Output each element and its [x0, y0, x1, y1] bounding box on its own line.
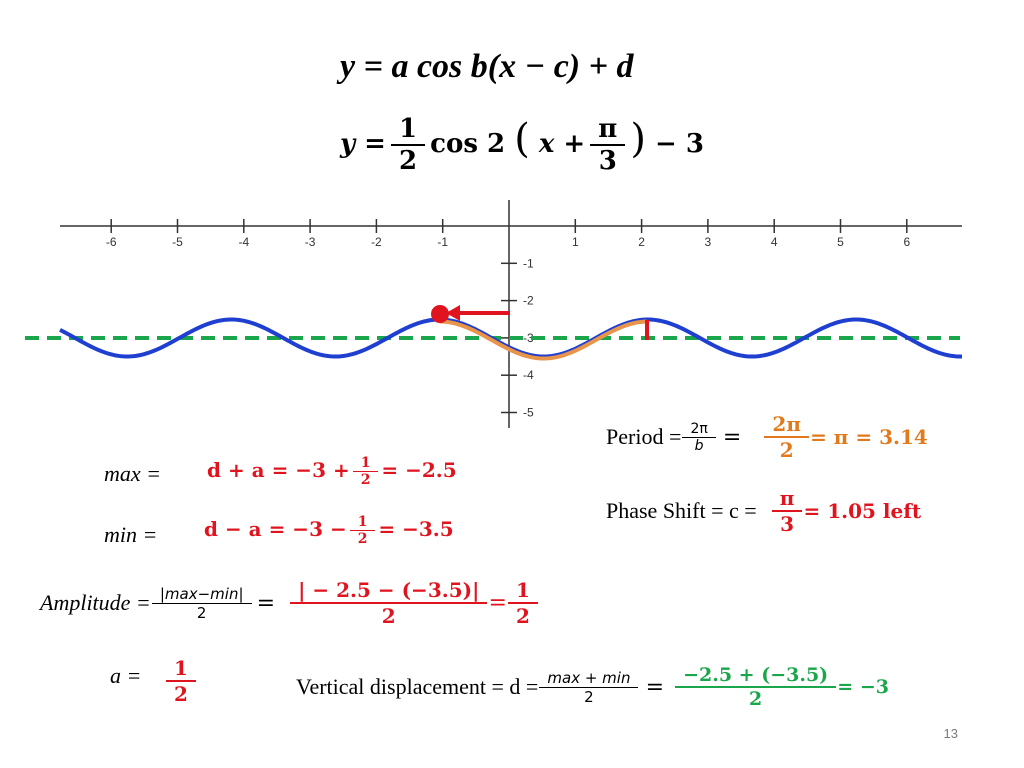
max-rhs: = −2.5 — [381, 458, 457, 482]
frac-num: | − 2.5 − (−3.5)| — [298, 578, 480, 602]
a-label: a = — [110, 663, 142, 688]
max-lhs: d + a = −3 + — [207, 458, 350, 482]
period-eq: = — [722, 424, 742, 450]
max-expression: d + a = −3 + 1 2 = −2.5 — [207, 455, 457, 488]
y-tick-label: -5 — [523, 406, 534, 420]
x-tick-label: -6 — [106, 235, 117, 249]
max-label: max = — [104, 461, 161, 486]
period-value: 2π 2 — [764, 412, 809, 462]
period-row: Period = 2π b = 2π 2 = π = 3.14 — [606, 412, 928, 462]
amplitude-result: 1 2 — [507, 578, 538, 628]
x-tick-label: 5 — [837, 235, 844, 249]
frac-den: 2 — [539, 686, 639, 706]
vertical-result: = −3 — [837, 676, 889, 698]
frac-den: 2 — [675, 686, 837, 710]
frac-num: π — [779, 486, 795, 510]
frac-num: 1 — [360, 455, 371, 471]
vertical-label: Vertical displacement = d = — [296, 674, 539, 699]
x-tick-label: 1 — [572, 235, 579, 249]
amplitude-row: Amplitude = |max−min| 2 = | − 2.5 − (−3.… — [40, 578, 538, 628]
frac-num: π — [598, 114, 618, 144]
vertical-eq: = — [645, 674, 664, 700]
start-point — [431, 305, 449, 323]
phase-shift-row: Phase Shift = c = π 3 = 1.05 left — [606, 486, 921, 536]
min-expression: d − a = −3 − 1 2 = −3.5 — [204, 514, 454, 547]
x-tick-label: -4 — [238, 235, 249, 249]
frac-den: 2 — [151, 602, 252, 622]
y-tick-label: -1 — [523, 256, 534, 270]
formula-lhs: y = — [340, 129, 386, 159]
vertical-displacement-row: Vertical displacement = d = max + min 2 … — [296, 664, 889, 710]
amplitude-fraction: 1 2 — [391, 114, 426, 176]
formula-x-plus: x + — [538, 129, 586, 159]
amplitude-formula: |max−min| 2 — [151, 584, 252, 622]
frac-den: 2 — [290, 602, 488, 628]
formula-tail: − 3 — [655, 129, 704, 159]
period-formula: 2π b — [682, 420, 716, 454]
frac-num: |max−min| — [159, 584, 244, 603]
amplitude-value: | − 2.5 − (−3.5)| 2 — [290, 578, 488, 628]
frac-den: 2 — [507, 602, 538, 628]
x-tick-label: -3 — [305, 235, 316, 249]
frac-num: 2π — [772, 412, 801, 436]
vertical-value: −2.5 + (−3.5) 2 — [675, 664, 837, 710]
frac-num: 1 — [174, 656, 188, 680]
max-fraction: 1 2 — [352, 455, 379, 488]
paren-open: ( — [514, 116, 530, 162]
vertical-formula: max + min 2 — [539, 668, 639, 706]
phase-shift-result: = 1.05 left — [803, 499, 922, 523]
frac-den: 3 — [771, 510, 803, 536]
x-tick-label: 4 — [771, 235, 778, 249]
a-value: 1 2 — [166, 656, 196, 706]
x-tick-label: -5 — [172, 235, 183, 249]
frac-num: 1 — [399, 114, 418, 144]
y-tick-label: -2 — [523, 294, 534, 308]
cosine-graph: -6 -5 -4 -3 -2 -1 1 2 3 4 5 6 -1 -2 -3 -4 -5 — [25, 200, 963, 428]
shift-fraction: π 3 — [590, 114, 626, 176]
paren-close: ) — [630, 116, 646, 162]
frac-den: 2 — [352, 471, 379, 488]
x-tick-label: 3 — [705, 235, 712, 249]
y-tick-label: -4 — [523, 368, 534, 382]
one-period-highlight — [439, 319, 647, 361]
min-rhs: = −3.5 — [378, 517, 454, 541]
frac-den: 3 — [590, 144, 626, 176]
amplitude-eq: = — [256, 590, 276, 616]
x-tick-label: 2 — [638, 235, 645, 249]
formula-cos: cos 2 — [430, 129, 506, 159]
period-label: Period = — [606, 424, 682, 449]
a-fraction: 1 2 — [166, 656, 196, 706]
min-fraction: 1 2 — [349, 514, 376, 547]
frac-num: 1 — [515, 578, 530, 602]
x-tick-label: -1 — [437, 235, 448, 249]
x-tick-label: 6 — [903, 235, 910, 249]
general-formula: y = a cos b(x − c) + d — [340, 48, 634, 85]
frac-den: 2 — [764, 436, 809, 462]
frac-den: 2 — [391, 144, 426, 176]
frac-num: 1 — [357, 514, 368, 530]
period-result: = π = 3.14 — [810, 425, 928, 449]
page-number: 13 — [943, 726, 958, 741]
amplitude-label: Amplitude = — [40, 590, 151, 615]
frac-den: 2 — [349, 530, 376, 547]
amplitude-result-eq: = — [488, 590, 507, 616]
frac-num: 2π — [690, 420, 708, 437]
frac-den: 2 — [166, 680, 196, 706]
frac-num: max + min — [547, 668, 631, 687]
y-tick-label: -3 — [523, 331, 534, 345]
min-lhs: d − a = −3 − — [204, 517, 347, 541]
specific-formula: y = 1 2 cos 2 ( x + π 3 ) − 3 — [340, 114, 704, 176]
min-label: min = — [104, 522, 158, 547]
shift-arrow-head — [446, 305, 460, 321]
x-tick-label: -2 — [371, 235, 382, 249]
phase-shift-fraction: π 3 — [771, 486, 803, 536]
frac-den: b — [682, 436, 716, 454]
x-axis: -6 -5 -4 -3 -2 -1 1 2 3 4 5 6 — [60, 219, 962, 249]
frac-num: −2.5 + (−3.5) — [683, 664, 829, 686]
phase-shift-label: Phase Shift = c = — [606, 498, 757, 523]
